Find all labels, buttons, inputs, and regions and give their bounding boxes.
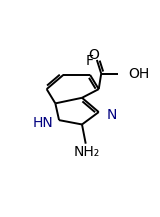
Text: NH₂: NH₂ <box>73 145 100 159</box>
Text: F: F <box>86 54 94 68</box>
Text: HN: HN <box>33 116 53 130</box>
Text: O: O <box>88 48 99 62</box>
Text: N: N <box>107 108 117 122</box>
Text: OH: OH <box>128 67 149 81</box>
